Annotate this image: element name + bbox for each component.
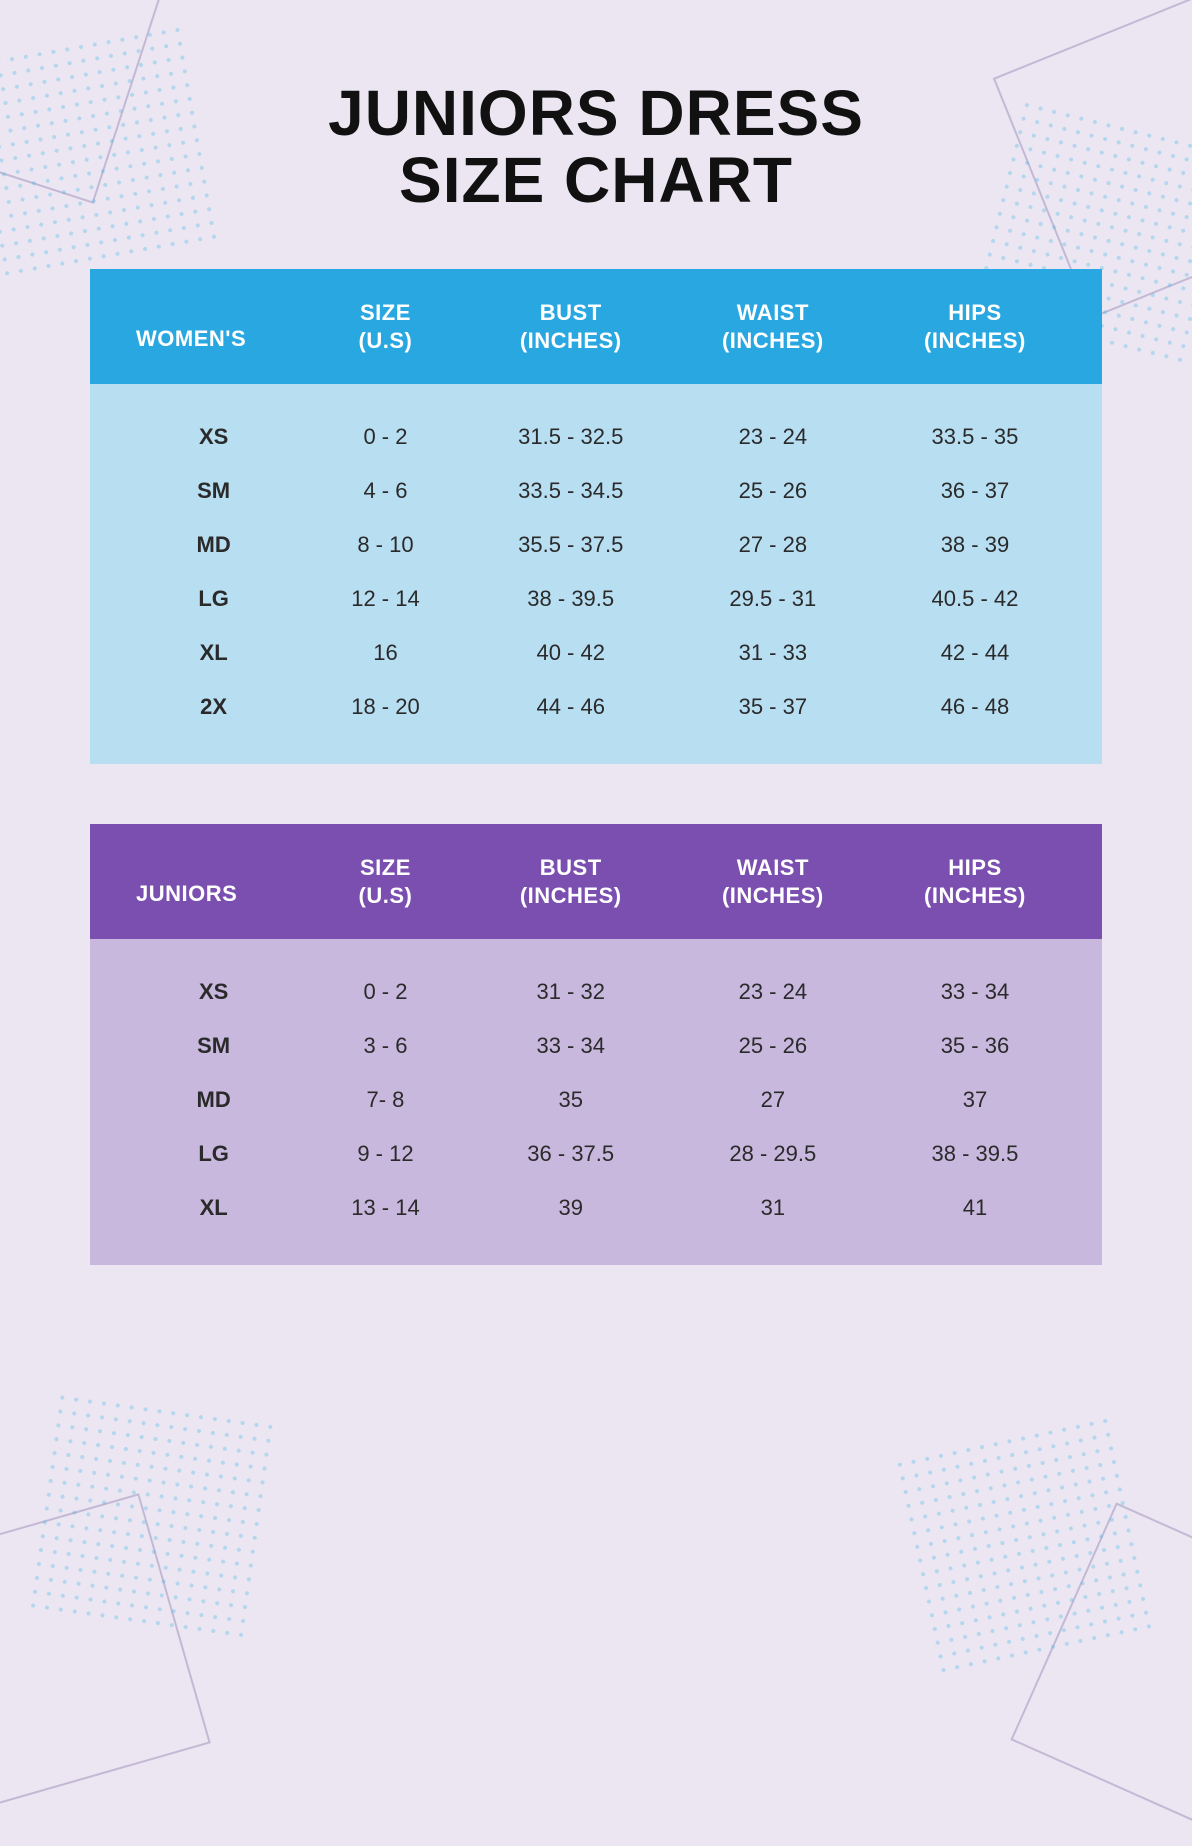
bust-value: 35.5 - 37.5 <box>470 532 672 558</box>
waist-value: 27 <box>672 1087 874 1113</box>
size-us: 13 - 14 <box>301 1195 469 1221</box>
waist-value: 27 - 28 <box>672 532 874 558</box>
hips-value: 42 - 44 <box>874 640 1076 666</box>
col-header-bust: BUST(INCHES) <box>470 854 672 909</box>
hips-value: 37 <box>874 1087 1076 1113</box>
waist-value: 23 - 24 <box>672 424 874 450</box>
title-line2: SIZE CHART <box>399 144 793 216</box>
size-us: 4 - 6 <box>301 478 469 504</box>
col-header-bust: BUST(INCHES) <box>470 299 672 354</box>
womens-header-row: WOMEN'S SIZE(U.S) BUST(INCHES) WAIST(INC… <box>90 269 1102 384</box>
page-title: JUNIORS DRESS SIZE CHART <box>90 80 1102 214</box>
size-label: XL <box>116 640 301 666</box>
juniors-body: XS0 - 231 - 3223 - 2433 - 34SM3 - 633 - … <box>90 939 1102 1265</box>
size-label: 2X <box>116 694 301 720</box>
col-header-hips: HIPS(INCHES) <box>874 854 1076 909</box>
bust-value: 40 - 42 <box>470 640 672 666</box>
size-us: 12 - 14 <box>301 586 469 612</box>
hips-value: 46 - 48 <box>874 694 1076 720</box>
bust-value: 35 <box>470 1087 672 1113</box>
table-row: SM3 - 633 - 3425 - 2635 - 36 <box>116 1019 1076 1073</box>
col-header-waist: WAIST(INCHES) <box>672 299 874 354</box>
size-label: XS <box>116 979 301 1005</box>
hips-value: 38 - 39.5 <box>874 1141 1076 1167</box>
size-label: MD <box>116 1087 301 1113</box>
hips-value: 33 - 34 <box>874 979 1076 1005</box>
col-header-womens: WOMEN'S <box>116 301 301 353</box>
page-container: JUNIORS DRESS SIZE CHART WOMEN'S SIZE(U.… <box>0 0 1192 1405</box>
size-label: MD <box>116 532 301 558</box>
hips-value: 38 - 39 <box>874 532 1076 558</box>
table-row: SM4 - 633.5 - 34.525 - 2636 - 37 <box>116 464 1076 518</box>
bust-value: 44 - 46 <box>470 694 672 720</box>
bust-value: 31 - 32 <box>470 979 672 1005</box>
decor-dots <box>892 1414 1153 1675</box>
table-row: XL1640 - 4231 - 3342 - 44 <box>116 626 1076 680</box>
hips-value: 41 <box>874 1195 1076 1221</box>
size-us: 8 - 10 <box>301 532 469 558</box>
waist-value: 31 - 33 <box>672 640 874 666</box>
size-label: XS <box>116 424 301 450</box>
womens-body: XS0 - 231.5 - 32.523 - 2433.5 - 35SM4 - … <box>90 384 1102 764</box>
size-label: XL <box>116 1195 301 1221</box>
size-label: LG <box>116 1141 301 1167</box>
hips-value: 40.5 - 42 <box>874 586 1076 612</box>
table-row: MD7- 8352737 <box>116 1073 1076 1127</box>
table-row: XS0 - 231 - 3223 - 2433 - 34 <box>116 965 1076 1019</box>
hips-value: 36 - 37 <box>874 478 1076 504</box>
size-us: 16 <box>301 640 469 666</box>
waist-value: 28 - 29.5 <box>672 1141 874 1167</box>
juniors-header-row: JUNIORS SIZE(U.S) BUST(INCHES) WAIST(INC… <box>90 824 1102 939</box>
bust-value: 38 - 39.5 <box>470 586 672 612</box>
col-header-waist: WAIST(INCHES) <box>672 854 874 909</box>
size-us: 18 - 20 <box>301 694 469 720</box>
col-header-size: SIZE(U.S) <box>301 854 469 909</box>
size-us: 7- 8 <box>301 1087 469 1113</box>
bust-value: 31.5 - 32.5 <box>470 424 672 450</box>
table-row: MD8 - 1035.5 - 37.527 - 2838 - 39 <box>116 518 1076 572</box>
table-row: 2X18 - 2044 - 4635 - 3746 - 48 <box>116 680 1076 734</box>
decor-dots <box>26 1390 274 1638</box>
womens-table: WOMEN'S SIZE(U.S) BUST(INCHES) WAIST(INC… <box>90 269 1102 764</box>
table-row: XL13 - 14393141 <box>116 1181 1076 1235</box>
size-us: 0 - 2 <box>301 979 469 1005</box>
table-row: LG12 - 1438 - 39.529.5 - 3140.5 - 42 <box>116 572 1076 626</box>
waist-value: 25 - 26 <box>672 478 874 504</box>
bust-value: 33 - 34 <box>470 1033 672 1059</box>
bust-value: 33.5 - 34.5 <box>470 478 672 504</box>
title-line1: JUNIORS DRESS <box>328 77 864 149</box>
size-label: SM <box>116 1033 301 1059</box>
waist-value: 23 - 24 <box>672 979 874 1005</box>
bust-value: 36 - 37.5 <box>470 1141 672 1167</box>
hips-value: 33.5 - 35 <box>874 424 1076 450</box>
bust-value: 39 <box>470 1195 672 1221</box>
size-us: 9 - 12 <box>301 1141 469 1167</box>
size-label: LG <box>116 586 301 612</box>
col-header-size: SIZE(U.S) <box>301 299 469 354</box>
waist-value: 25 - 26 <box>672 1033 874 1059</box>
hips-value: 35 - 36 <box>874 1033 1076 1059</box>
juniors-table: JUNIORS SIZE(U.S) BUST(INCHES) WAIST(INC… <box>90 824 1102 1265</box>
col-header-juniors: JUNIORS <box>116 856 301 908</box>
size-us: 3 - 6 <box>301 1033 469 1059</box>
table-row: XS0 - 231.5 - 32.523 - 2433.5 - 35 <box>116 410 1076 464</box>
table-row: LG9 - 1236 - 37.528 - 29.538 - 39.5 <box>116 1127 1076 1181</box>
col-header-hips: HIPS(INCHES) <box>874 299 1076 354</box>
waist-value: 29.5 - 31 <box>672 586 874 612</box>
waist-value: 35 - 37 <box>672 694 874 720</box>
waist-value: 31 <box>672 1195 874 1221</box>
size-us: 0 - 2 <box>301 424 469 450</box>
size-label: SM <box>116 478 301 504</box>
